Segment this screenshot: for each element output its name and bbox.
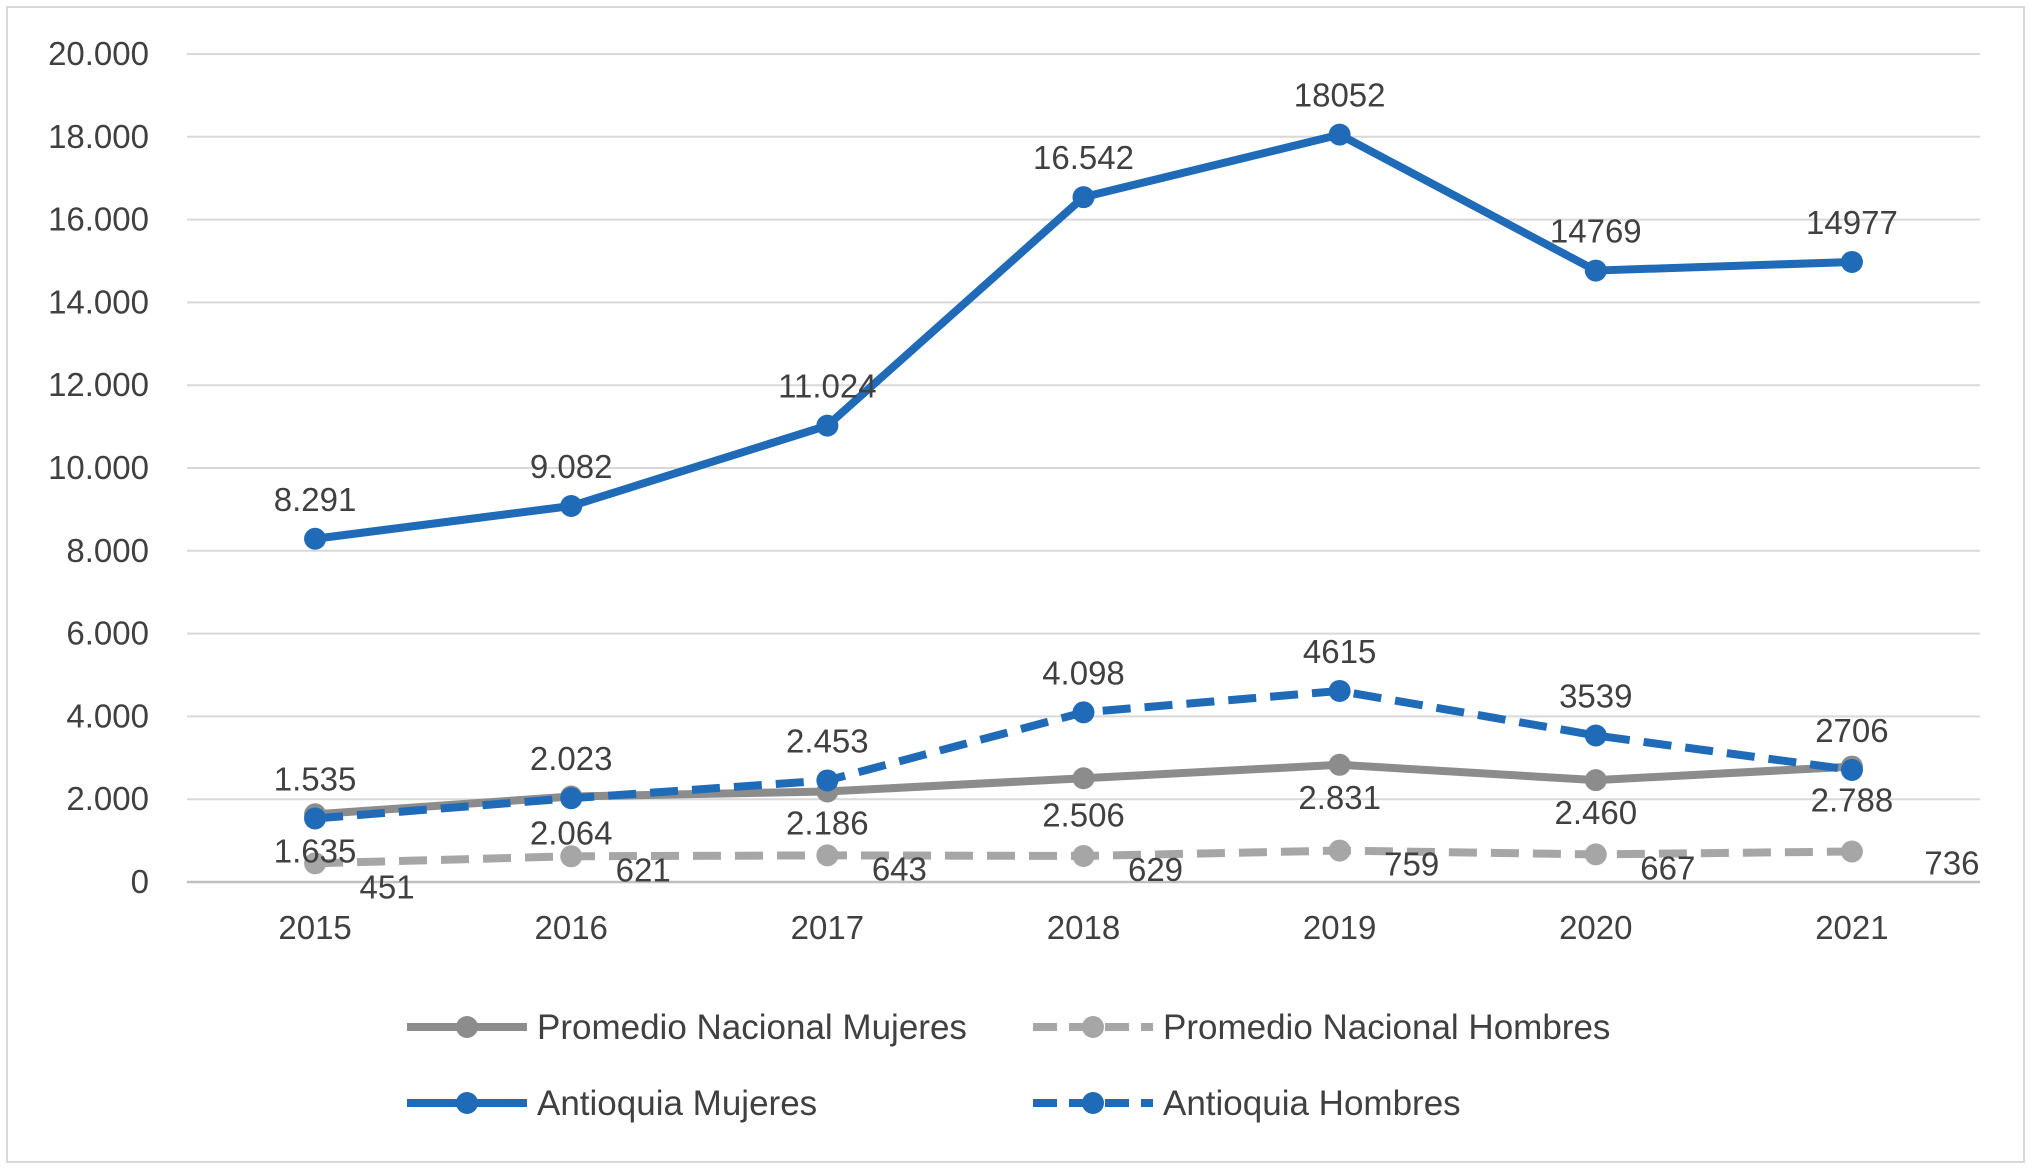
data-label: 643 (872, 850, 927, 887)
x-tick-label: 2021 (1815, 909, 1888, 946)
legend: Promedio Nacional Mujeres Promedio Nacion… (407, 1008, 1610, 1123)
gridlines (187, 53, 1980, 884)
data-label: 2.023 (530, 740, 613, 777)
legend-label: Antioquia Hombres (1163, 1084, 1461, 1123)
data-label: 736 (1924, 845, 1979, 882)
y-tick-label: 16.000 (48, 201, 149, 238)
series-3-point (1072, 701, 1095, 724)
data-label: 629 (1128, 851, 1183, 888)
y-tick-label: 4.000 (66, 697, 149, 734)
legend-label: Promedio Nacional Mujeres (537, 1008, 967, 1047)
y-tick-label: 2.000 (66, 780, 149, 817)
series-1-point (1072, 844, 1095, 867)
y-tick-label: 10.000 (48, 449, 149, 486)
data-label: 3539 (1559, 677, 1632, 714)
series-0-point (1584, 769, 1607, 792)
data-label: 451 (360, 868, 415, 905)
data-label: 11.024 (778, 368, 876, 405)
series-3-point (1328, 679, 1351, 702)
series-3-point (304, 807, 327, 830)
series-3-point (560, 787, 583, 810)
x-axis: 2015 2016 2017 2018 2019 2020 2021 (278, 909, 1888, 946)
x-tick-label: 2018 (1047, 909, 1120, 946)
x-tick-label: 2019 (1303, 909, 1376, 946)
data-label: 2.460 (1554, 794, 1637, 831)
y-tick-label: 6.000 (66, 615, 149, 652)
data-label: 2.831 (1298, 779, 1381, 816)
chart-frame (6, 6, 2025, 1163)
data-label: 1.535 (274, 760, 357, 797)
legend-label: Promedio Nacional Hombres (1163, 1008, 1610, 1047)
series-1-point (304, 852, 327, 875)
data-label: 4.098 (1042, 654, 1125, 691)
legend-swatch-marker (1082, 1092, 1104, 1114)
data-label: 759 (1384, 846, 1439, 883)
x-tick-label: 2015 (278, 909, 351, 946)
series-2-point (560, 495, 583, 518)
legend-swatch-marker (456, 1092, 478, 1114)
series-0-point (1072, 767, 1095, 790)
data-labels: 1.635 2.064 2.186 2.506 2.831 2.460 2.788 451 62… (274, 77, 1980, 906)
legend-swatch-marker (456, 1016, 478, 1038)
data-label: 18052 (1294, 77, 1386, 114)
series-2-point (816, 414, 839, 437)
data-label: 2.186 (786, 804, 869, 841)
series-1-point (1584, 843, 1607, 866)
x-tick-label: 2016 (535, 909, 608, 946)
x-tick-label: 2020 (1559, 909, 1632, 946)
y-tick-label: 18.000 (48, 118, 149, 155)
series-group (304, 123, 1863, 875)
series-1-point (1840, 840, 1863, 863)
legend-swatch-marker (1082, 1016, 1104, 1038)
data-label: 2.453 (786, 722, 869, 759)
series-3-point (816, 769, 839, 792)
series-2-point (1584, 259, 1607, 282)
data-label: 2.064 (530, 815, 613, 852)
series-1-point (1328, 839, 1351, 862)
data-label: 2.788 (1811, 782, 1894, 819)
data-label: 667 (1640, 849, 1695, 886)
series-3-point (1584, 724, 1607, 747)
data-label: 9.082 (530, 448, 613, 485)
data-label: 621 (616, 851, 671, 888)
series-1-point (816, 844, 839, 867)
data-label: 16.542 (1033, 139, 1134, 176)
series-3-point (1840, 758, 1863, 781)
data-label: 1.635 (274, 832, 357, 869)
data-label: 14769 (1550, 213, 1642, 250)
x-tick-label: 2017 (791, 909, 864, 946)
data-label: 14977 (1806, 204, 1898, 241)
y-tick-label: 12.000 (48, 366, 149, 403)
series-0-point (1328, 753, 1351, 776)
series-1-point (560, 845, 583, 868)
y-tick-label: 8.000 (66, 532, 149, 569)
series-2-point (1072, 186, 1095, 209)
data-label: 8.291 (274, 481, 357, 518)
series-2-point (1840, 250, 1863, 273)
y-tick-label: 20.000 (48, 35, 149, 72)
y-tick-label: 0 (131, 863, 149, 900)
data-label: 4615 (1303, 633, 1376, 670)
y-tick-label: 14.000 (48, 283, 149, 320)
data-label: 2706 (1815, 712, 1888, 749)
legend-label: Antioquia Mujeres (537, 1084, 817, 1123)
y-axis: 0 2.000 4.000 6.000 8.000 10.000 12.000 14.000 1… (48, 35, 149, 900)
data-label: 2.506 (1042, 796, 1125, 833)
series-2-point (1328, 123, 1351, 146)
series-2-point (304, 527, 327, 550)
